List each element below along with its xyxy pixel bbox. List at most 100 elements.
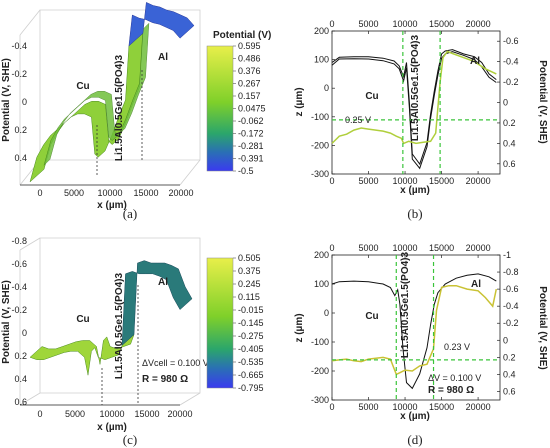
- panel-c-ytick-5: 0.2: [14, 351, 27, 361]
- panel-b-label-delta: 0.25 V: [345, 115, 371, 125]
- panel-a-colorbar-tick-6: -0.062: [238, 116, 264, 126]
- panel-c-ytick-4: 0: [22, 328, 27, 338]
- panel-b-y2tick-3: 0: [503, 98, 508, 108]
- panel-c-colorbar-tick-7: -0.405: [238, 344, 264, 354]
- panel-b-y2tick-6: 0.6: [503, 159, 516, 169]
- panel-c-xtick-3: 15000: [134, 409, 159, 419]
- panel-a-xtick-2: 10000: [97, 188, 122, 198]
- panel-c-label-al: Al: [158, 277, 168, 288]
- panel-a-xtick-4: 20000: [168, 188, 193, 198]
- panel-a-surface-al: [128, 2, 195, 47]
- panel-c-xtick-4: 20000: [167, 409, 192, 419]
- panel-a-surface: [29, 2, 195, 183]
- panel-a-label-ceramic: Li1.5Al0.5Ge1.5(PO4)3: [114, 54, 125, 161]
- panel-a-colorbar-tick-10: -0.5: [238, 166, 254, 176]
- panel-d-plot-frame: [331, 254, 501, 401]
- panel-c-box: [19, 237, 201, 406]
- panel-a-ytick-0: -0.4: [11, 41, 27, 51]
- panel-d-xtick-2: 10000: [393, 402, 418, 412]
- panel-d-y2tick-4: -0.2: [503, 318, 519, 328]
- panel-d-label-ceramic: Li1.5Al0.5Ge1.5(PO4)3: [400, 251, 411, 358]
- panel-b-xlabel: x (µm): [400, 185, 430, 196]
- panel-b-y2tick-2: -0.2: [503, 77, 519, 87]
- panel-a-xtick-1: 5000: [64, 188, 84, 198]
- panel-c-colorbar-tick-10: -0.795: [238, 383, 264, 393]
- panel-c-colorbar-tick-0: 0.505: [238, 253, 261, 263]
- panel-c-ytick-2: -0.4: [11, 282, 27, 292]
- panel-a-colorbar-tick-7: -0.172: [238, 129, 264, 139]
- panel-b-xtick-1: 5000: [359, 176, 379, 186]
- panel-c-surface-al: [121, 260, 193, 346]
- panel-b-ytick-4: -200: [311, 140, 329, 150]
- panel-a-colorbar-tick-2: 0.376: [238, 66, 261, 76]
- panel-a-colorbar-tick-0: 0.595: [238, 41, 261, 51]
- panel-c-colorbar-tick-5: -0.145: [238, 318, 264, 328]
- panel-b-ticks: 0050005000100001000015000150002000020000…: [311, 19, 519, 186]
- panel-d-y2tick-2: -0.6: [503, 284, 519, 294]
- panel-c-label-ceramic: Li1.5Al0.5Ge1.5(PO4)3: [114, 272, 125, 379]
- panel-b-ytick-5: -300: [311, 169, 329, 179]
- panel-d-y2label: Potential (V, SHE): [537, 286, 548, 370]
- panel-a-colorbar-tick-4: 0.157: [238, 91, 261, 101]
- panel-b-potential-profile: [331, 50, 497, 145]
- panel-c-colorbar-tick-1: 0.375: [238, 266, 261, 276]
- panel-b-ytick-0: 200: [314, 26, 329, 36]
- panel-c-ytick-0: -0.8: [11, 236, 27, 246]
- panel-a-surface-back: [43, 22, 150, 167]
- panel-a-label-cu: Cu: [76, 81, 89, 92]
- panel-c-label-cu: Cu: [76, 314, 89, 325]
- panel-c-colorbar-tick-8: -0.535: [238, 357, 264, 367]
- panel-b-xtick-2: 10000: [393, 176, 418, 186]
- panel-d-y2tick-7: 0.4: [503, 369, 516, 379]
- panel-c-label-r: R = 980 Ω: [142, 374, 188, 385]
- panel-a-colorbar: [206, 45, 234, 172]
- panel-a-xlabel: x (µm): [97, 200, 127, 211]
- panel-c-ylabel: Potential (V, SHE): [1, 280, 12, 364]
- panel-c-colorbar-ticks: 0.505 0.375 0.245 0.115 -0.015 -0.145 -0.275 -0…: [233, 253, 264, 393]
- panel-c-surface: [29, 260, 193, 376]
- panel-c-colorbar-tick-9: -0.665: [238, 370, 264, 380]
- panel-a-ytick-4: 0.4: [14, 153, 27, 163]
- panel-d-xtick-1: 5000: [359, 402, 379, 412]
- panel-b-y2tick-1: -0.4: [503, 57, 519, 67]
- panel-c-colorbar-tick-2: 0.245: [238, 279, 261, 289]
- panel-d-label-al: Al: [471, 279, 481, 290]
- panel-b-top-tick-4: 20000: [466, 19, 491, 29]
- panel-c-ytick-6: 0.4: [14, 374, 27, 384]
- panel-d-ytick-1: 100: [314, 279, 329, 289]
- panel-d-y2tick-5: 0: [503, 335, 508, 345]
- panel-d-y2tick-8: 0.6: [503, 386, 516, 396]
- panel-a-xtick-3: 15000: [133, 188, 158, 198]
- panel-b-label-ceramic: Li1.5Al0.5Ge1.5(PO4)3: [410, 34, 421, 141]
- panel-c-ytick-1: -0.6: [11, 259, 27, 269]
- panel-d-top-tick-0: 0: [329, 243, 334, 253]
- panel-d-label-r: R = 980 Ω: [428, 385, 474, 396]
- panel-b-ylabel: z (µm): [294, 87, 305, 116]
- panel-d-ytick-5: -300: [311, 395, 329, 405]
- panel-c-xtick-2: 10000: [99, 409, 124, 419]
- panel-a-ytick-3: 0.2: [14, 125, 27, 135]
- panel-a-colorbar-tick-3: 0.267: [238, 79, 261, 89]
- panel-c-xtick-0: 0: [37, 409, 42, 419]
- panel-a: 0 5000 10000 15000 20000 x (µm) -0.4 -0.…: [1, 2, 271, 221]
- panel-d-y2tick-1: -0.8: [503, 267, 519, 277]
- panel-c: 0 5000 10000 15000 20000 x (µm) -0.8 -0.…: [1, 236, 264, 447]
- panel-d-ytick-4: -200: [311, 366, 329, 376]
- panel-a-ytick-2: 0: [22, 97, 27, 107]
- panel-d-label-cu: Cu: [365, 311, 378, 322]
- panel-d-ytick-2: 0: [324, 308, 329, 318]
- panel-a-colorbar-tick-9: -0.391: [238, 154, 264, 164]
- panel-d-label-dv: ΔV = 0.100 V: [428, 373, 481, 383]
- panel-a-colorbar-title: Potential (V): [213, 30, 271, 41]
- panel-b-xtick-0: 0: [329, 176, 334, 186]
- panel-d-ticks: 0050005000100001000015000150002000020000…: [311, 243, 519, 412]
- panel-b-y2tick-5: 0.4: [503, 138, 516, 148]
- panel-d-top-tick-3: 15000: [429, 243, 454, 253]
- panel-c-xlabel: x (µm): [97, 422, 127, 433]
- panel-b-z-profile-2: [331, 51, 497, 170]
- panel-a-ylabel: Potential (V, SHE): [1, 58, 12, 142]
- panel-c-xtick-1: 5000: [65, 409, 85, 419]
- panel-c-label-dv: ΔVcell = 0.100 V: [142, 358, 209, 368]
